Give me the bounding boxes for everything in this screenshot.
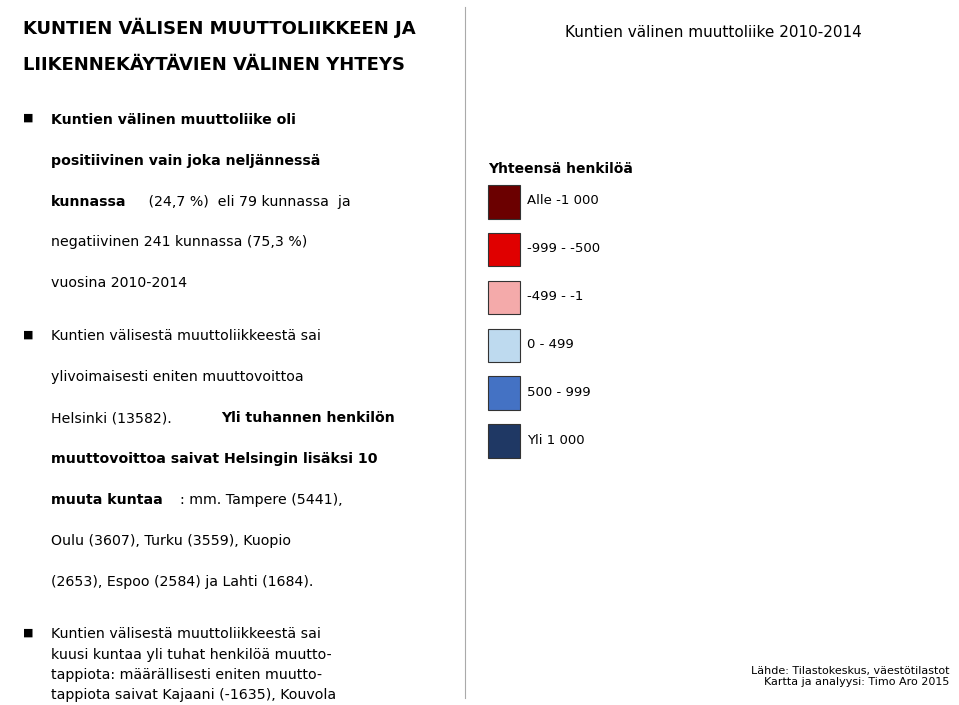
Text: Yli tuhannen henkilön: Yli tuhannen henkilön <box>222 411 395 425</box>
Text: positiivinen vain joka neljännessä: positiivinen vain joka neljännessä <box>51 154 320 168</box>
Text: (24,7 %)  eli 79 kunnassa  ja: (24,7 %) eli 79 kunnassa ja <box>144 195 351 209</box>
Text: ■: ■ <box>23 329 34 339</box>
Text: : mm. Tampere (5441),: : mm. Tampere (5441), <box>180 493 343 507</box>
Bar <box>487 185 520 219</box>
Text: Oulu (3607), Turku (3559), Kuopio: Oulu (3607), Turku (3559), Kuopio <box>51 534 291 548</box>
Bar <box>487 281 520 314</box>
Text: (2653), Espoo (2584) ja Lahti (1684).: (2653), Espoo (2584) ja Lahti (1684). <box>51 575 313 589</box>
Text: KUNTIEN VÄLISEN MUUTTOLIIKKEEN JA: KUNTIEN VÄLISEN MUUTTOLIIKKEEN JA <box>23 18 416 38</box>
Text: 0 - 499: 0 - 499 <box>526 338 573 351</box>
Text: Kuntien välinen muuttoliike oli: Kuntien välinen muuttoliike oli <box>51 113 295 127</box>
Text: muuttovoittoa saivat Helsingin lisäksi 10: muuttovoittoa saivat Helsingin lisäksi 1… <box>51 452 377 466</box>
Text: ■: ■ <box>23 113 34 123</box>
Text: -999 - -500: -999 - -500 <box>526 243 600 255</box>
Text: Yli 1 000: Yli 1 000 <box>526 434 585 447</box>
Text: ■: ■ <box>23 627 34 637</box>
Bar <box>487 233 520 266</box>
Text: Kuntien välisestä muuttoliikkeestä sai: Kuntien välisestä muuttoliikkeestä sai <box>51 329 320 343</box>
Text: LIIKENNEKÄYTÄVIEN VÄLINEN YHTEYS: LIIKENNEKÄYTÄVIEN VÄLINEN YHTEYS <box>23 56 406 75</box>
Text: ylivoimaisesti eniten muuttovoittoa: ylivoimaisesti eniten muuttovoittoa <box>51 370 303 384</box>
Text: -499 - -1: -499 - -1 <box>526 290 583 303</box>
Text: Helsinki (13582).: Helsinki (13582). <box>51 411 175 425</box>
Text: vuosina 2010-2014: vuosina 2010-2014 <box>51 276 187 290</box>
Text: Kuntien välinen muuttoliike 2010-2014: Kuntien välinen muuttoliike 2010-2014 <box>565 25 862 39</box>
Text: 500 - 999: 500 - 999 <box>526 386 591 399</box>
Text: Lähde: Tilastokeskus, väestötilastot
Kartta ja analyysi: Timo Aro 2015: Lähde: Tilastokeskus, väestötilastot Kar… <box>751 666 949 687</box>
Bar <box>487 376 520 410</box>
Bar <box>487 424 520 458</box>
Text: kunnassa: kunnassa <box>51 195 126 209</box>
Text: muuta kuntaa: muuta kuntaa <box>51 493 162 507</box>
Bar <box>487 329 520 362</box>
Text: Yhteensä henkilöä: Yhteensä henkilöä <box>487 162 633 176</box>
Text: Kuntien välisestä muuttoliikkeestä sai
kuusi kuntaa yli tuhat henkilöä muutto-
t: Kuntien välisestä muuttoliikkeestä sai k… <box>51 627 347 705</box>
Text: Alle -1 000: Alle -1 000 <box>526 195 598 207</box>
Text: negatiivinen 241 kunnassa (75,3 %): negatiivinen 241 kunnassa (75,3 %) <box>51 235 307 250</box>
